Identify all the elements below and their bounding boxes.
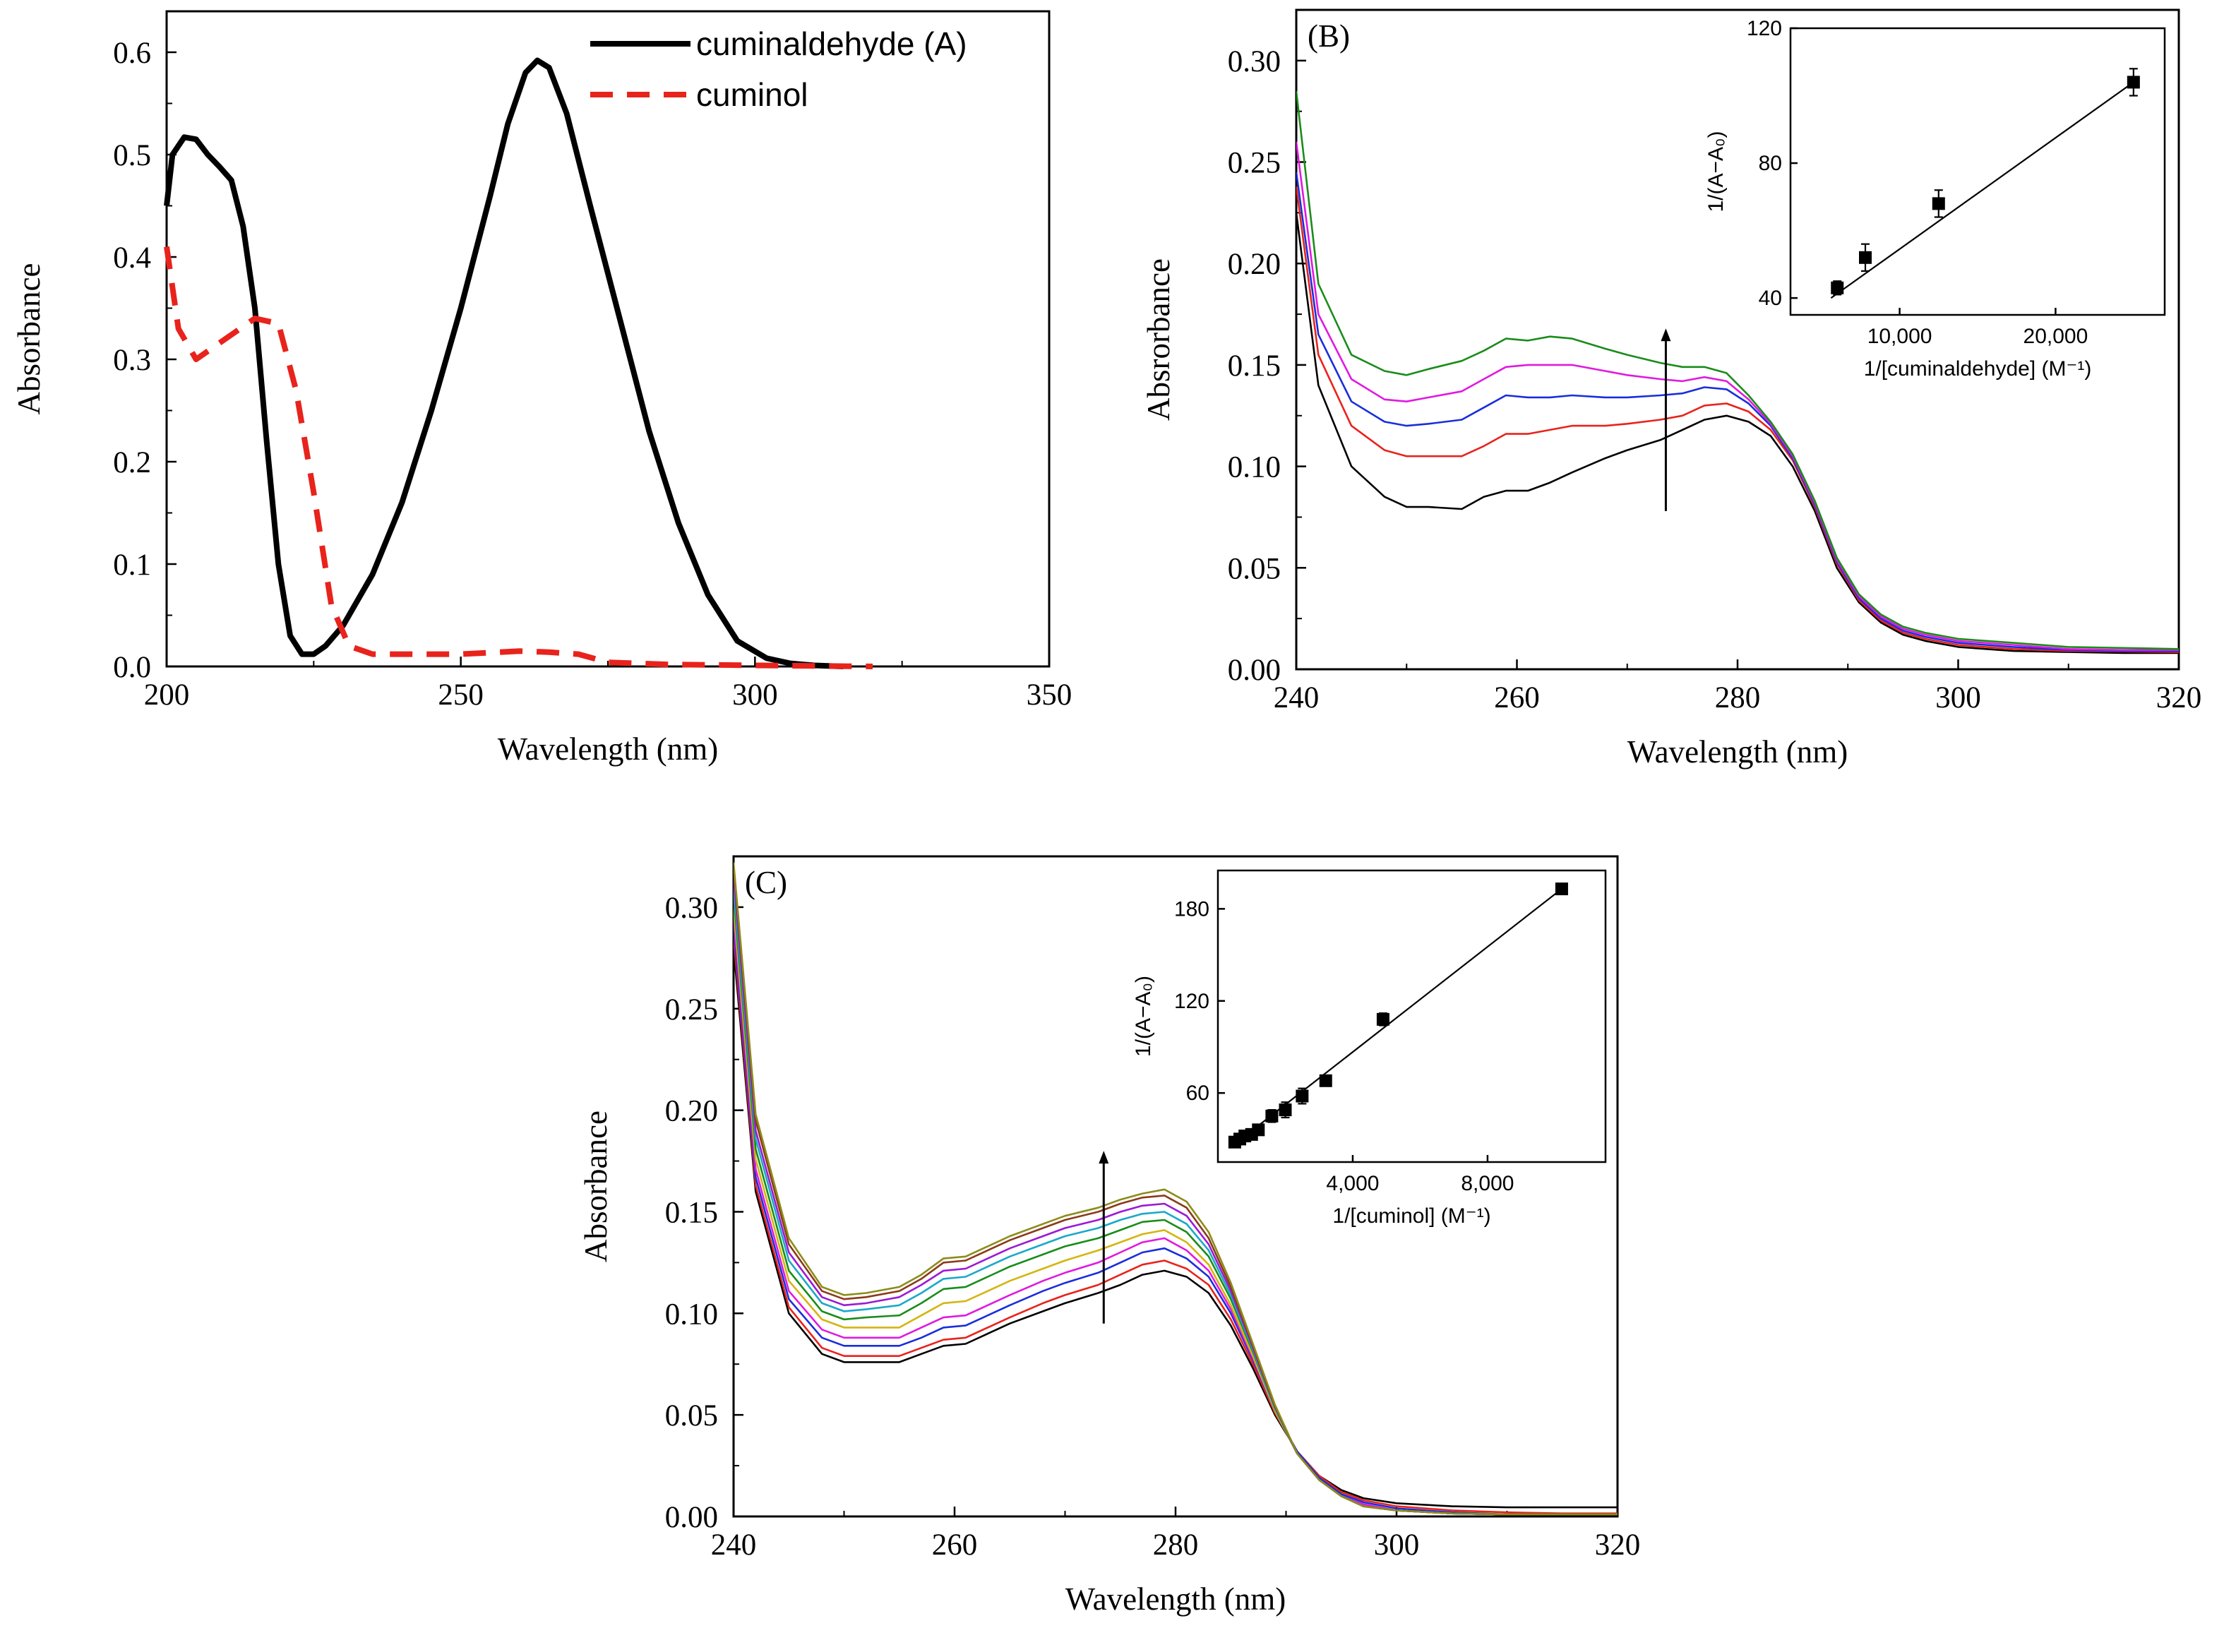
y-tick-label: 0.15 <box>665 1196 718 1229</box>
y-tick-label: 60 <box>1186 1082 1209 1105</box>
spectrum-line-3 <box>1296 172 2179 652</box>
x-tick-label: 300 <box>1374 1528 1420 1562</box>
y-axis-title: Absorbance <box>578 1111 614 1262</box>
y-tick-label: 0.30 <box>1228 45 1281 78</box>
y-tick-label: 0.10 <box>665 1298 718 1331</box>
y-tick-label: 0.25 <box>665 993 718 1026</box>
y-tick-label: 0.3 <box>113 344 151 377</box>
inset-data-point <box>2127 76 2140 89</box>
x-tick-label: 280 <box>1153 1528 1199 1562</box>
x-tick-label: 350 <box>1027 678 1072 712</box>
panel-label: (C) <box>745 865 787 900</box>
trend-arrow-head <box>1661 328 1671 342</box>
inset-data-point <box>1376 1012 1389 1026</box>
x-tick-label: 260 <box>932 1528 978 1562</box>
y-tick-label: 0.30 <box>665 892 718 925</box>
spectrum-line-2 <box>734 937 1618 1514</box>
x-tick-label: 240 <box>711 1528 757 1562</box>
y-tick-label: 0.1 <box>113 549 151 582</box>
inset-data-point <box>1296 1089 1309 1103</box>
inset-data-point <box>1319 1074 1332 1087</box>
y-tick-label: 120 <box>1747 17 1782 40</box>
inset-data-point <box>1932 197 1945 210</box>
x-tick-label: 260 <box>1494 681 1540 714</box>
x-tick-label: 300 <box>732 678 778 712</box>
y-tick-label: 0.0 <box>113 651 151 684</box>
y-axis-title: 1/(A−A₀) <box>1132 976 1155 1057</box>
x-axis-title: 1/[cuminaldehyde] (M⁻¹) <box>1864 357 2092 381</box>
panel-c: 240 260 280 300 320 0.00 0.05 0.10 0.15 0.20 0.25 0… <box>578 855 1641 1617</box>
inset-frame <box>1789 27 2166 316</box>
x-axis-title: Wavelength (nm) <box>1065 1581 1286 1617</box>
x-tick-label: 20,000 <box>2023 325 2088 348</box>
x-axis-title: 1/[cuminol] (M⁻¹) <box>1332 1204 1490 1228</box>
legend-label: cuminol <box>696 76 808 113</box>
x-tick-label: 10,000 <box>1867 325 1932 348</box>
y-tick-label: 0.6 <box>113 37 151 70</box>
panel-a: 200 250 300 350 0.0 0.1 0.2 0.3 0.4 0.5 0.6 Wavelen… <box>11 10 1072 767</box>
spectrum-line-2 <box>1296 186 2179 653</box>
inset-data-point <box>1279 1103 1292 1117</box>
spectrum-line-5 <box>1296 90 2179 650</box>
y-tick-label: 0.05 <box>1228 552 1281 585</box>
series-line-cuminaldehyde <box>164 57 844 669</box>
y-axis-title: 1/(A−A₀) <box>1704 131 1728 213</box>
y-tick-label: 0.10 <box>1228 451 1281 484</box>
y-tick-label: 40 <box>1759 287 1782 310</box>
inset-plot: 4,000 8,000 60 120 180 1/[cuminol] (M⁻¹) 1/(A−… <box>1132 869 1607 1228</box>
x-tick-label: 240 <box>1274 681 1320 714</box>
inset-data-point <box>1265 1109 1279 1123</box>
y-tick-label: 120 <box>1174 990 1209 1013</box>
y-tick-label: 0.05 <box>665 1399 718 1432</box>
spectrum-line-3 <box>734 927 1618 1516</box>
x-axis-title: Wavelength (nm) <box>1627 734 1848 770</box>
series-group <box>734 862 1618 1516</box>
series-group <box>1296 90 2179 654</box>
series-line-cuminol <box>164 246 873 669</box>
y-tick-label: 0.20 <box>665 1095 718 1128</box>
x-tick-label: 250 <box>438 678 484 712</box>
x-axis-title: Wavelength (nm) <box>498 731 719 767</box>
inset-fit-line <box>1830 81 2134 299</box>
y-tick-label: 0.20 <box>1228 248 1281 281</box>
x-tick-label: 320 <box>2156 681 2202 714</box>
y-axis-title: Absorbance <box>11 263 47 415</box>
trend-arrow-head <box>1099 1151 1109 1164</box>
x-tick-label: 4,000 <box>1326 1172 1379 1195</box>
inset-data-point <box>1252 1123 1265 1137</box>
inset-data-point <box>1859 251 1872 264</box>
y-tick-label: 0.4 <box>113 241 151 275</box>
spectrum-line-1 <box>734 947 1618 1509</box>
spectrum-line-4 <box>734 917 1618 1516</box>
inset-data-point <box>1555 882 1568 896</box>
x-tick-label: 300 <box>1935 681 1981 714</box>
y-tick-label: 0.2 <box>113 446 151 479</box>
y-tick-label: 0.5 <box>113 139 151 172</box>
spectrum-line-10 <box>734 862 1618 1516</box>
spectrum-line-4 <box>1296 141 2179 652</box>
spectrum-line-1 <box>1296 213 2179 654</box>
y-tick-label: 0.00 <box>665 1501 718 1534</box>
x-tick-label: 280 <box>1715 681 1761 714</box>
y-tick-label: 0.25 <box>1228 147 1281 180</box>
x-tick-label: 8,000 <box>1461 1172 1514 1195</box>
legend-label: cuminaldehyde (A) <box>696 25 967 62</box>
y-tick-label: 80 <box>1759 152 1782 175</box>
inset-data-point <box>1831 281 1844 294</box>
y-tick-label: 0.15 <box>1228 349 1281 383</box>
y-axis-title: Absrorbance <box>1141 258 1176 421</box>
x-tick-label: 320 <box>1595 1528 1641 1562</box>
panel-label: (B) <box>1308 18 1350 54</box>
y-tick-label: 180 <box>1174 897 1209 921</box>
panel-b: 240 260 280 300 320 0.00 0.05 0.10 0.15 0.20 0.25 0… <box>1141 8 2202 770</box>
x-tick-label: 200 <box>144 678 190 712</box>
y-tick-label: 0.00 <box>1228 654 1281 687</box>
inset-plot: 10,000 20,000 40 80 120 1/[cuminaldehyde] (M⁻… <box>1704 17 2166 381</box>
